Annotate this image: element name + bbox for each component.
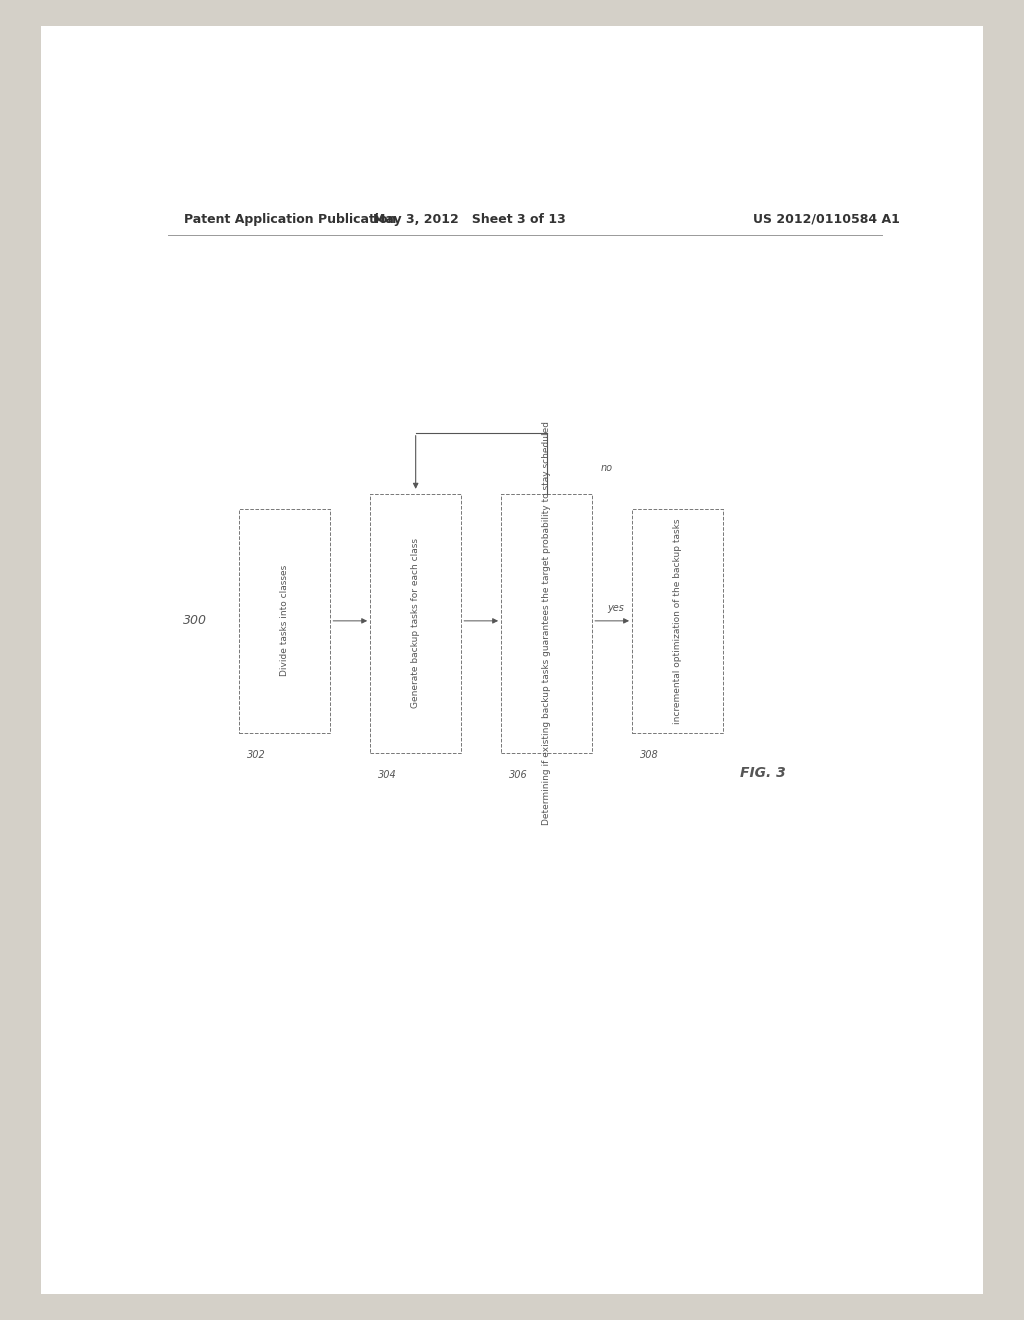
Text: 302: 302 <box>247 750 266 760</box>
Text: Generate backup tasks for each class: Generate backup tasks for each class <box>412 539 420 709</box>
Text: FIG. 3: FIG. 3 <box>740 767 785 780</box>
Text: 308: 308 <box>640 750 658 760</box>
Text: 306: 306 <box>509 771 527 780</box>
Text: 300: 300 <box>183 614 208 627</box>
FancyBboxPatch shape <box>370 494 461 752</box>
Text: 304: 304 <box>378 771 396 780</box>
Text: US 2012/0110584 A1: US 2012/0110584 A1 <box>753 213 900 226</box>
FancyBboxPatch shape <box>632 510 723 733</box>
Text: yes: yes <box>607 603 625 612</box>
Text: Patent Application Publication: Patent Application Publication <box>183 213 396 226</box>
Text: incremental optimization of the backup tasks: incremental optimization of the backup t… <box>673 519 682 723</box>
FancyBboxPatch shape <box>501 494 592 752</box>
Text: Divide tasks into classes: Divide tasks into classes <box>281 565 289 676</box>
Text: Determining if existing backup tasks guarantees the target probability to stay s: Determining if existing backup tasks gua… <box>542 421 551 825</box>
Text: no: no <box>600 463 612 474</box>
FancyBboxPatch shape <box>240 510 331 733</box>
Text: May 3, 2012   Sheet 3 of 13: May 3, 2012 Sheet 3 of 13 <box>373 213 565 226</box>
